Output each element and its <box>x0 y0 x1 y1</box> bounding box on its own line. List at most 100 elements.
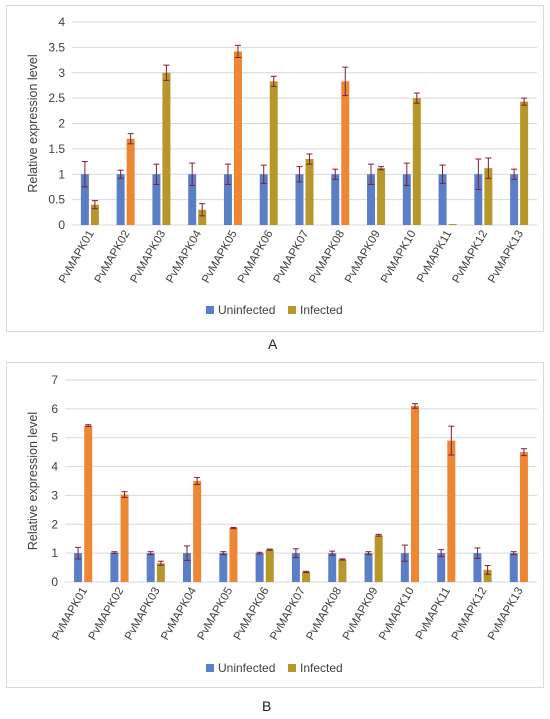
x-tick-label: PvMAPK07 <box>268 586 308 643</box>
infected-bar <box>233 51 242 226</box>
y-tick-label: 2 <box>58 117 65 131</box>
uninfected-bar <box>188 174 197 225</box>
y-tick-label: 3.5 <box>48 40 65 54</box>
x-tick-label: PvMAPK03 <box>129 229 169 286</box>
x-tick-label: PvMAPK05 <box>196 586 236 643</box>
uninfected-bar <box>364 553 373 582</box>
infected-bar <box>448 223 457 225</box>
y-axis-label: Relative expression level <box>26 412 40 550</box>
y-tick-label: 1 <box>58 167 65 181</box>
x-tick-label: PvMAPK06 <box>236 229 276 286</box>
uninfected-bar <box>80 174 89 225</box>
x-tick-label: PvMAPK06 <box>232 586 272 643</box>
uninfected-bar <box>146 553 155 582</box>
uninfected-bar <box>400 553 409 582</box>
infected-bar <box>483 569 492 582</box>
bar-chart-a: 0 0.5 1 1.5 2 2.5 3 3.5 4 Relative expression lev… <box>26 15 537 317</box>
infected-bar <box>374 535 383 582</box>
infected-bar <box>126 138 135 225</box>
uninfected-bar <box>219 553 228 582</box>
x-tick-label: PvMAPK10 <box>379 229 419 286</box>
infected-bar <box>229 528 238 582</box>
x-tick-label: PvMAPK08 <box>307 229 347 286</box>
infected-bar <box>269 81 278 225</box>
uninfected-bar <box>438 174 447 225</box>
y-tick-label: 1.5 <box>48 142 65 156</box>
x-tick-label: PvMAPK02 <box>93 229 133 286</box>
x-tick-label: PvMAPK12 <box>450 229 490 286</box>
legend-swatch <box>288 664 296 672</box>
infected-bar <box>520 101 529 225</box>
uninfected-bar <box>259 174 268 225</box>
uninfected-bar <box>367 174 376 225</box>
uninfected-bar <box>116 174 125 225</box>
infected-bar <box>162 72 171 225</box>
y-axis-label: Relative expression level <box>26 54 40 192</box>
infected-bar <box>305 159 314 225</box>
uninfected-bar <box>223 174 232 225</box>
uninfected-bar <box>291 553 300 582</box>
y-tick-label: 6 <box>51 402 58 416</box>
infected-bar <box>377 168 386 225</box>
infected-bar <box>338 559 347 582</box>
chart-panel-a: 0 0.5 1 1.5 2 2.5 3 3.5 4 Relative expression lev… <box>6 5 544 332</box>
x-tick-label: PvMAPK04 <box>159 585 199 642</box>
x-tick-label: PvMAPK05 <box>200 229 240 286</box>
legend-label: Uninfected <box>218 661 275 675</box>
infected-bar <box>412 98 421 225</box>
x-tick-label: PvMAPK13 <box>486 586 526 643</box>
x-tick-label: PvMAPK03 <box>123 586 163 643</box>
y-tick-label: 2 <box>51 517 58 531</box>
infected-bar <box>519 452 528 582</box>
x-tick-label: PvMAPK09 <box>341 586 381 643</box>
uninfected-bar <box>295 174 304 225</box>
x-tick-label: PvMAPK01 <box>50 586 90 643</box>
x-tick-label: PvMAPK08 <box>304 586 344 643</box>
legend-swatch <box>288 306 296 314</box>
y-tick-label: 7 <box>51 373 58 387</box>
uninfected-bar <box>328 553 337 582</box>
uninfected-bar <box>182 553 191 582</box>
x-tick-label: PvMAPK10 <box>377 586 417 643</box>
panel-label-a: A <box>268 336 278 352</box>
uninfected-bar <box>152 174 161 225</box>
x-tick-label: PvMAPK09 <box>343 229 383 286</box>
infected-bar <box>84 425 93 582</box>
y-tick-label: 3 <box>58 66 65 80</box>
y-tick-label: 3 <box>51 488 58 502</box>
uninfected-bar <box>255 553 264 582</box>
infected-bar <box>484 168 493 225</box>
uninfected-bar <box>74 553 83 582</box>
x-tick-label: PvMAPK07 <box>272 229 312 286</box>
infected-bar <box>90 204 99 225</box>
uninfected-bar <box>331 174 340 225</box>
uninfected-bar <box>509 553 518 582</box>
infected-bar <box>411 405 420 582</box>
y-tick-label: 5 <box>51 431 58 445</box>
x-tick-label: PvMAPK11 <box>414 586 453 642</box>
infected-bar <box>341 81 350 225</box>
uninfected-bar <box>474 174 483 225</box>
bar-chart-b: 0 1 2 3 4 5 6 7 Relative expression level PvMAPK0… <box>26 373 537 675</box>
infected-bar <box>193 481 202 582</box>
uninfected-bar <box>473 553 482 582</box>
infected-bar <box>447 440 456 582</box>
x-tick-label: PvMAPK04 <box>164 228 204 285</box>
infected-bar <box>198 209 207 225</box>
y-tick-label: 1 <box>51 546 58 560</box>
infected-bar <box>120 494 129 582</box>
x-tick-label: PvMAPK01 <box>57 229 97 286</box>
x-tick-label: PvMAPK02 <box>87 586 127 643</box>
infected-bar <box>156 563 165 582</box>
uninfected-bar <box>402 174 411 225</box>
y-tick-label: 4 <box>58 15 65 29</box>
x-tick-label: PvMAPK11 <box>415 229 454 285</box>
infected-bar <box>265 549 274 582</box>
y-tick-label: 0.5 <box>48 193 65 207</box>
panel-label-b: B <box>262 698 272 714</box>
uninfected-bar <box>437 553 446 582</box>
legend-label: Uninfected <box>218 303 275 317</box>
y-tick-label: 2.5 <box>48 91 65 105</box>
x-tick-label: PvMAPK12 <box>450 586 490 643</box>
chart-panel-b: 0 1 2 3 4 5 6 7 Relative expression level PvMAPK0… <box>6 362 544 688</box>
